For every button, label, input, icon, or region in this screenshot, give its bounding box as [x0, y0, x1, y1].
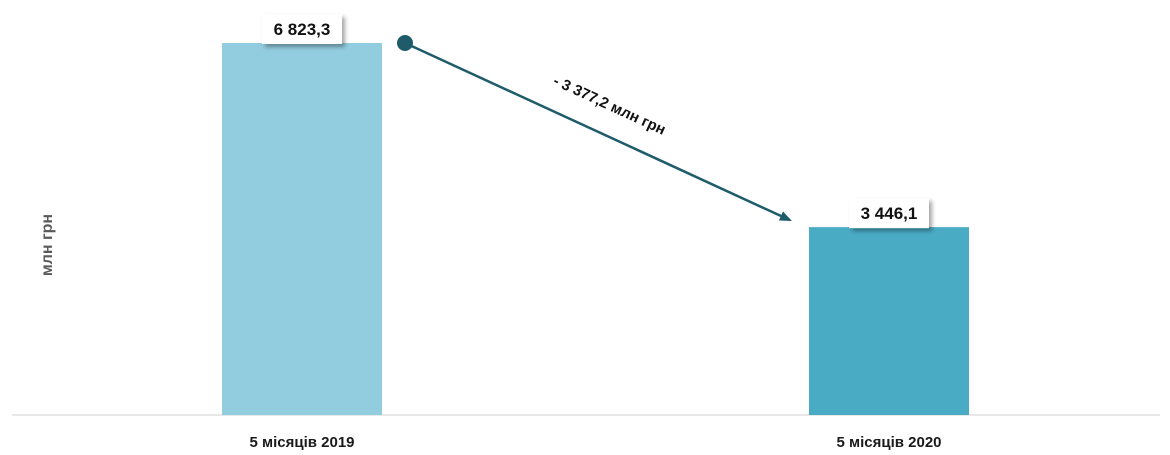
change-annotation-text: - 3 377,2 млн грн [551, 72, 669, 138]
data-label-text: 3 446,1 [861, 204, 918, 223]
x-tick-label: 5 місяців 2019 [249, 434, 354, 451]
data-label-text: 6 823,3 [274, 20, 331, 39]
data-labels-group: 6 823,3 3 446,1 [262, 14, 929, 229]
y-axis-label: млн грн [39, 214, 56, 276]
change-arrow-start-dot [397, 35, 413, 51]
change-arrow [404, 41, 792, 222]
data-label-2: 3 446,1 [849, 198, 929, 229]
change-annotation: - 3 377,2 млн грн [397, 35, 792, 222]
x-ticks-group: 5 місяців 2019 5 місяців 2020 [249, 434, 941, 451]
data-label-box [262, 14, 342, 44]
bar-1 [222, 43, 382, 415]
bar-2 [809, 227, 969, 415]
bars-group [222, 43, 969, 415]
data-label-box [849, 198, 929, 229]
data-label-1: 6 823,3 [262, 14, 342, 44]
x-tick-label: 5 місяців 2020 [836, 434, 941, 451]
